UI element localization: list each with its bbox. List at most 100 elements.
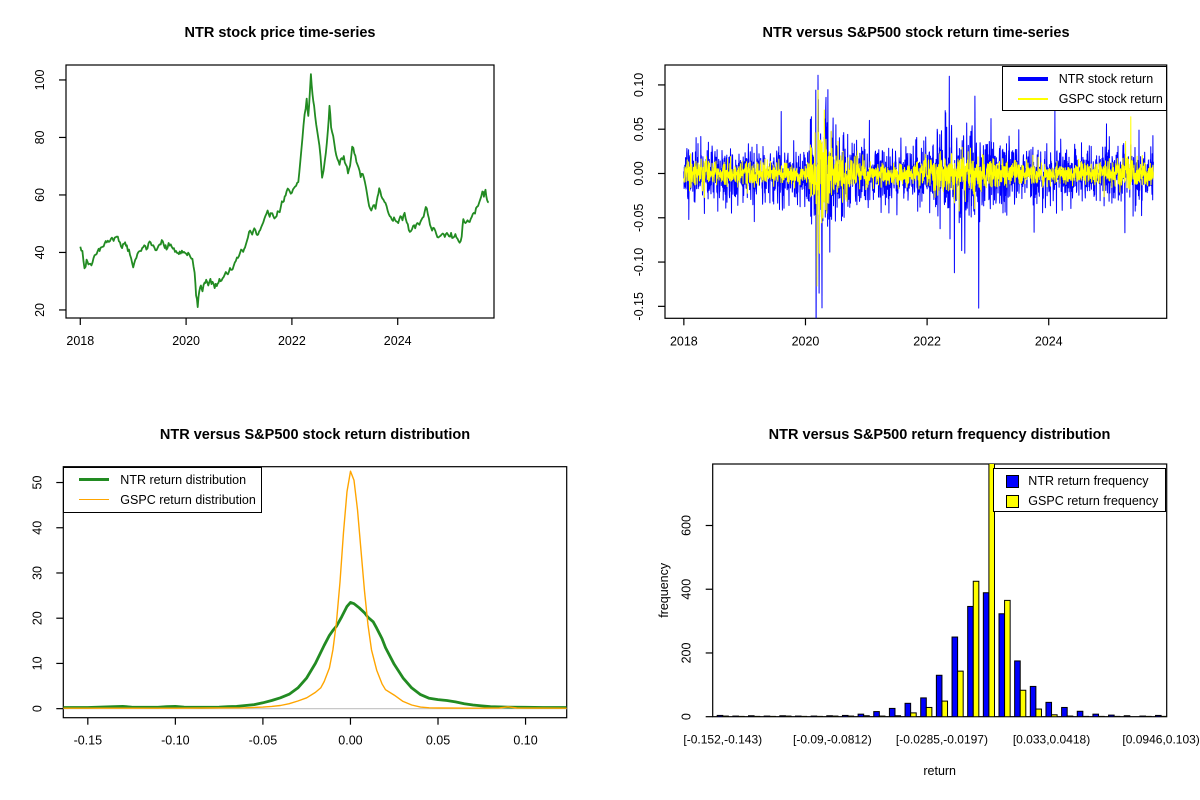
- legend-label: NTR return distribution: [120, 472, 247, 487]
- histogram-chart: 0 200 400 600 [-0.152,-0.143) [-0.09,-0.0812)…: [657, 463, 1200, 778]
- svg-text:2024: 2024: [1035, 334, 1063, 348]
- gspc-frequency-bar: [941, 700, 949, 717]
- svg-text:0.05: 0.05: [632, 117, 646, 141]
- svg-text:0.10: 0.10: [513, 734, 537, 748]
- gspc-frequency-bar: [722, 715, 729, 717]
- svg-text:[0.0946,0.103): [0.0946,0.103): [1122, 733, 1199, 747]
- svg-text:40: 40: [33, 245, 47, 259]
- svg-text:[-0.152,-0.143): [-0.152,-0.143): [683, 733, 762, 747]
- ntr-density-curve: [63, 601, 567, 709]
- histogram-title: NTR versus S&P500 return frequency distr…: [768, 427, 1111, 443]
- gspc-frequency-bar: [831, 715, 839, 717]
- ntr-frequency-bar: [1108, 714, 1115, 717]
- gspc-frequency-bar: [1019, 689, 1027, 717]
- ntr-frequency-bar: [1061, 706, 1068, 717]
- legend-item: GSPC stock return: [1003, 89, 1166, 109]
- ntr-return-series: [683, 74, 1154, 319]
- svg-text:0: 0: [680, 713, 694, 720]
- svg-text:2018: 2018: [66, 334, 94, 348]
- legend-item: GSPC return frequency: [994, 491, 1165, 511]
- svg-text:0.00: 0.00: [338, 734, 362, 748]
- ntr-frequency-bar: [1076, 710, 1084, 717]
- gspc-frequency-bar: [972, 580, 980, 717]
- ntr-frequency-bar: [998, 613, 1006, 717]
- gspc-frequency-bar: [878, 715, 886, 717]
- svg-text:[0.033,0.0418): [0.033,0.0418): [1013, 733, 1090, 747]
- svg-text:50: 50: [30, 476, 44, 490]
- gspc-return-line-swatch: [1017, 98, 1048, 100]
- returns-title: NTR versus S&P500 stock return time-seri…: [762, 25, 1070, 41]
- ntr-frequency-bar: [1155, 714, 1162, 717]
- ntr-frequency-bar: [1092, 713, 1100, 717]
- gspc-frequency-bar: [1004, 599, 1011, 717]
- returns-chart: 2018 2020 2022 2024 -0.15 -0.10 -0.05 0.00 0.05 0…: [632, 64, 1168, 348]
- density-title: NTR versus S&P500 stock return distribut…: [159, 427, 471, 443]
- svg-text:0: 0: [30, 705, 44, 712]
- panel-density: NTR versus S&P500 stock return distribut…: [0, 400, 600, 800]
- svg-text:-0.15: -0.15: [74, 734, 103, 748]
- gspc-frequency-bar: [910, 712, 917, 717]
- legend-label: NTR return frequency: [1028, 474, 1149, 488]
- ntr-frequency-bar: [951, 636, 959, 717]
- svg-text:0.05: 0.05: [426, 734, 450, 748]
- svg-text:60: 60: [33, 188, 47, 202]
- ntr-frequency-bar: [904, 702, 912, 717]
- ntr-frequency-bar: [1045, 701, 1053, 717]
- ntr-frequency-bar: [967, 605, 974, 717]
- ntr-frequency-bar: [763, 715, 771, 717]
- gspc-density-curve: [63, 470, 567, 709]
- ntr-frequency-bar: [794, 715, 802, 717]
- histogram-bars: [716, 464, 1167, 717]
- svg-text:-0.05: -0.05: [632, 203, 646, 232]
- ntr-frequency-bar: [732, 715, 739, 717]
- legend-label: GSPC return distribution: [120, 492, 256, 507]
- svg-text:2020: 2020: [792, 334, 820, 348]
- svg-text:-0.05: -0.05: [249, 734, 278, 748]
- gspc-frequency-bar: [847, 715, 855, 717]
- svg-text:2018: 2018: [670, 334, 698, 348]
- gspc-return-series: [683, 89, 1154, 287]
- svg-text:400: 400: [680, 579, 694, 600]
- ntr-frequency-bar: [810, 715, 818, 717]
- histogram-axes: 0 200 400 600 [-0.152,-0.143) [-0.09,-0.0812)…: [680, 463, 1200, 747]
- legend-label: GSPC stock return: [1058, 92, 1163, 106]
- gspc-frequency-bar: [1035, 708, 1042, 717]
- ntr-frequency-bar: [920, 697, 927, 717]
- legend-item: NTR return frequency: [994, 471, 1165, 491]
- gspc-frequency-bar: [925, 706, 933, 717]
- gspc-frequency-box-swatch: [1006, 494, 1020, 508]
- gspc-frequency-bar: [988, 464, 995, 717]
- histogram-xlabel: return: [923, 764, 956, 778]
- ntr-frequency-bar: [935, 674, 943, 717]
- svg-text:80: 80: [33, 130, 47, 144]
- ntr-frequency-bar: [888, 707, 896, 717]
- returns-legend: NTR stock return GSPC stock return: [1001, 66, 1167, 111]
- histogram-legend: NTR return frequency GSPC return frequen…: [993, 468, 1167, 512]
- legend-item: NTR return distribution: [64, 470, 261, 490]
- svg-text:-0.10: -0.10: [161, 734, 190, 748]
- svg-text:0.00: 0.00: [632, 161, 646, 185]
- density-legend: NTR return distribution GSPC return dist…: [63, 466, 263, 513]
- ntr-frequency-bar: [1123, 715, 1131, 717]
- gspc-frequency-bar: [1066, 715, 1074, 717]
- panel-histogram: NTR versus S&P500 return frequency distr…: [600, 400, 1200, 800]
- density-axes: -0.15 -0.10 -0.05 0.00 0.05 0.10 0 10 20 30 40 50: [30, 466, 568, 748]
- ntr-return-line-swatch: [1017, 77, 1048, 81]
- svg-text:200: 200: [680, 642, 694, 663]
- ntr-frequency-bar: [716, 714, 724, 717]
- legend-item: NTR stock return: [1003, 69, 1166, 89]
- panel-returns: NTR versus S&P500 stock return time-seri…: [600, 0, 1200, 400]
- svg-text:2020: 2020: [172, 334, 200, 348]
- legend-item: GSPC return distribution: [64, 490, 261, 510]
- ntr-frequency-bar: [1139, 715, 1146, 717]
- returns-axes: 2018 2020 2022 2024 -0.15 -0.10 -0.05 0.00 0.05 0…: [632, 64, 1168, 348]
- legend-label: GSPC return frequency: [1028, 494, 1159, 508]
- svg-text:20: 20: [33, 303, 47, 317]
- ntr-frequency-box-swatch: [1006, 474, 1020, 488]
- gspc-frequency-bar: [784, 715, 792, 717]
- legend-label: NTR stock return: [1058, 72, 1154, 86]
- ntr-frequency-bar: [857, 713, 865, 717]
- price-chart: 2018 2020 2022 2024 20 40 60 80 100: [33, 64, 495, 348]
- svg-text:2022: 2022: [278, 334, 306, 348]
- svg-text:-0.10: -0.10: [632, 248, 646, 277]
